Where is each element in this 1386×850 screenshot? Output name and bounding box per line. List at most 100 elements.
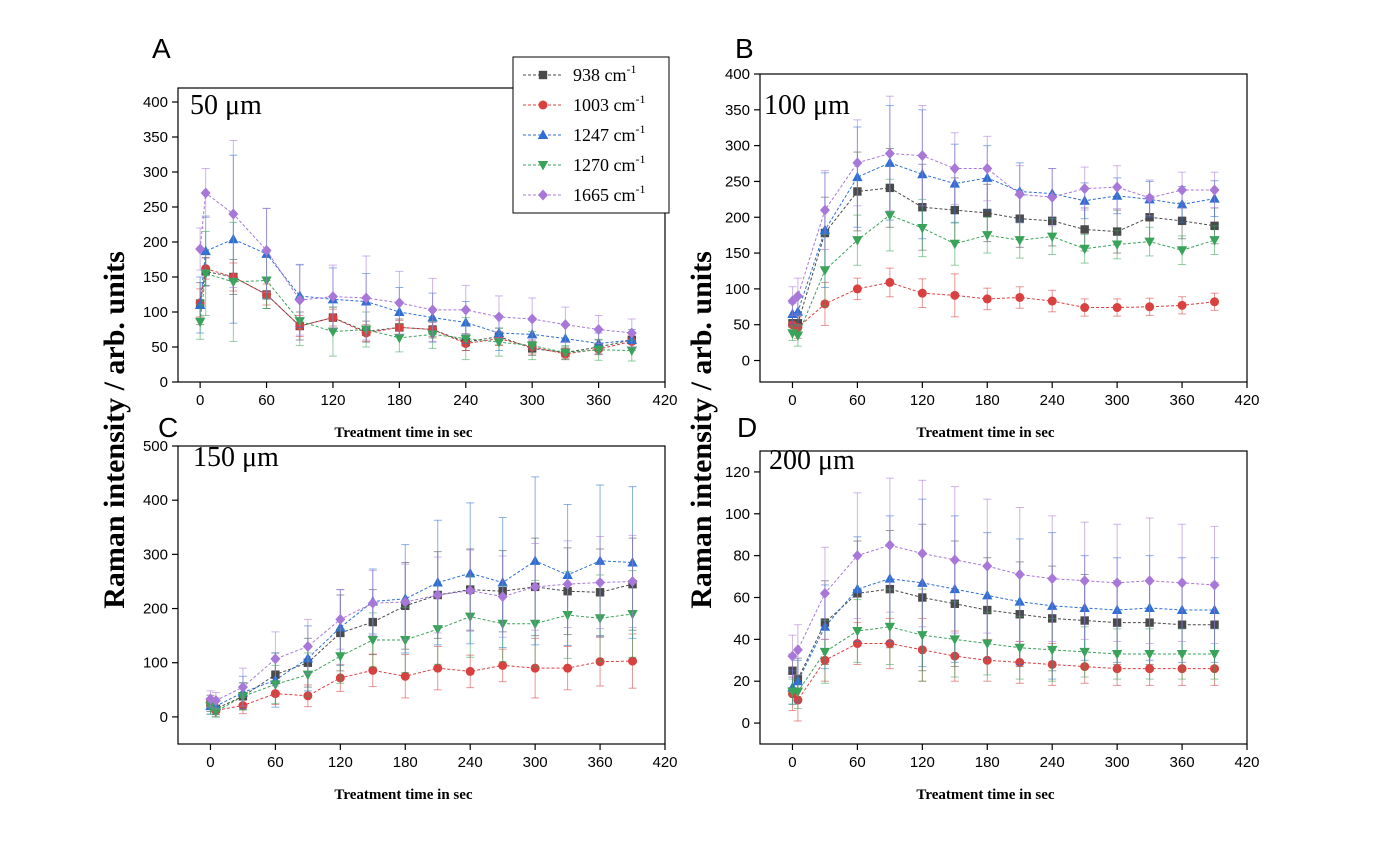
y-tick-label: 250 [725, 173, 750, 190]
data-point [1111, 650, 1123, 660]
data-point [1014, 643, 1025, 654]
legend-label-sup: -1 [636, 182, 646, 196]
data-point [335, 613, 346, 625]
y-tick-label: 100 [143, 304, 168, 321]
legend-marker [537, 161, 549, 171]
x-axis-title: Treatment time in sec [334, 425, 472, 441]
data-point [1047, 191, 1058, 203]
data-point [465, 666, 475, 676]
y-tick-label: 100 [143, 655, 168, 672]
series-line [210, 580, 633, 702]
y-tick-label: 50 [151, 339, 168, 356]
x-tick-label: 120 [910, 392, 935, 409]
y-tick-label: 20 [733, 673, 750, 690]
x-tick-label: 360 [1170, 392, 1195, 409]
x-tick-label: 300 [1105, 392, 1130, 409]
plot-frame [177, 445, 666, 745]
x-tick-label: 120 [910, 754, 935, 771]
series-1 [195, 257, 637, 361]
y-tick-label: 150 [143, 269, 168, 286]
y-tick-label: 40 [733, 631, 750, 648]
data-point [852, 284, 862, 294]
data-point [335, 652, 346, 662]
y-tick-label: 350 [143, 129, 168, 146]
x-tick-label: 300 [1105, 754, 1130, 771]
x-tick-label: 420 [1234, 754, 1259, 771]
data-point [1014, 188, 1025, 200]
x-tick-label: 120 [328, 754, 353, 771]
series-1 [787, 267, 1220, 339]
y-tick-label: 300 [725, 138, 750, 155]
y-tick-label: 250 [143, 199, 168, 216]
data-point [917, 224, 928, 234]
y-tick-label: 150 [725, 245, 750, 262]
x-tick-label: 60 [849, 392, 866, 409]
data-point [460, 304, 471, 316]
data-point [949, 635, 960, 645]
data-point [1047, 573, 1058, 585]
data-point [560, 319, 571, 331]
data-point [787, 650, 798, 662]
panel-letter: C [158, 412, 178, 443]
y-tick-label: 0 [742, 353, 750, 370]
data-point [195, 243, 206, 255]
x-tick-label: 240 [458, 754, 483, 771]
series-2 [787, 498, 1220, 705]
series-0 [195, 256, 636, 359]
series-line [792, 626, 1215, 693]
legend-marker [538, 100, 548, 110]
data-point [200, 187, 211, 199]
data-point [595, 577, 606, 589]
y-tick-label: 200 [725, 209, 750, 226]
data-point [400, 671, 410, 681]
series-4 [195, 140, 637, 348]
data-point [1209, 184, 1220, 196]
data-point [792, 290, 803, 302]
x-tick-label: 180 [393, 754, 418, 771]
data-point [432, 589, 443, 601]
legend-label: 1270 cm-1 [573, 152, 646, 175]
data-point [917, 150, 928, 162]
y-tick-label: 120 [725, 464, 750, 481]
data-point [626, 327, 637, 339]
y-tick-label: 0 [160, 374, 168, 391]
data-point [1177, 300, 1187, 310]
data-point [1080, 303, 1090, 313]
data-point [1014, 568, 1025, 580]
panel-a: 0 60 120 180 240 300 360 420 0 50 100 150 200 250 300 3… [143, 33, 678, 441]
data-point [627, 575, 638, 587]
x-tick-label: 360 [588, 754, 613, 771]
data-point [819, 204, 830, 216]
x-tick-label: 180 [975, 392, 1000, 409]
data-point [1015, 292, 1025, 302]
plot-frame [759, 73, 1248, 383]
series-0 [788, 147, 1219, 335]
x-axis-title: Treatment time in sec [334, 787, 472, 803]
data-point [1144, 192, 1155, 204]
data-point [563, 663, 573, 673]
x-axis-title: Treatment time in sec [916, 787, 1054, 803]
plot-frame [759, 450, 1248, 745]
data-point [1047, 296, 1057, 306]
data-point [433, 663, 443, 673]
series-line [792, 588, 1215, 681]
data-point [593, 345, 604, 356]
data-point [1176, 650, 1188, 660]
x-tick-label: 300 [523, 754, 548, 771]
data-point [792, 644, 803, 656]
y-tick-label: 100 [725, 506, 750, 523]
legend-entry: 1003 cm-1 [523, 92, 646, 115]
data-point [819, 587, 830, 599]
data-point [527, 313, 538, 325]
data-point [530, 581, 541, 593]
panel-size-label: 150 μm [193, 442, 279, 473]
data-point [792, 687, 804, 698]
y-tick-label: 300 [143, 546, 168, 563]
data-point [1145, 302, 1155, 312]
legend-entry: 1270 cm-1 [523, 152, 646, 175]
series-line [199, 192, 632, 334]
y-tick-label: 0 [160, 709, 168, 726]
data-point [367, 635, 378, 646]
x-tick-label: 60 [258, 392, 275, 409]
